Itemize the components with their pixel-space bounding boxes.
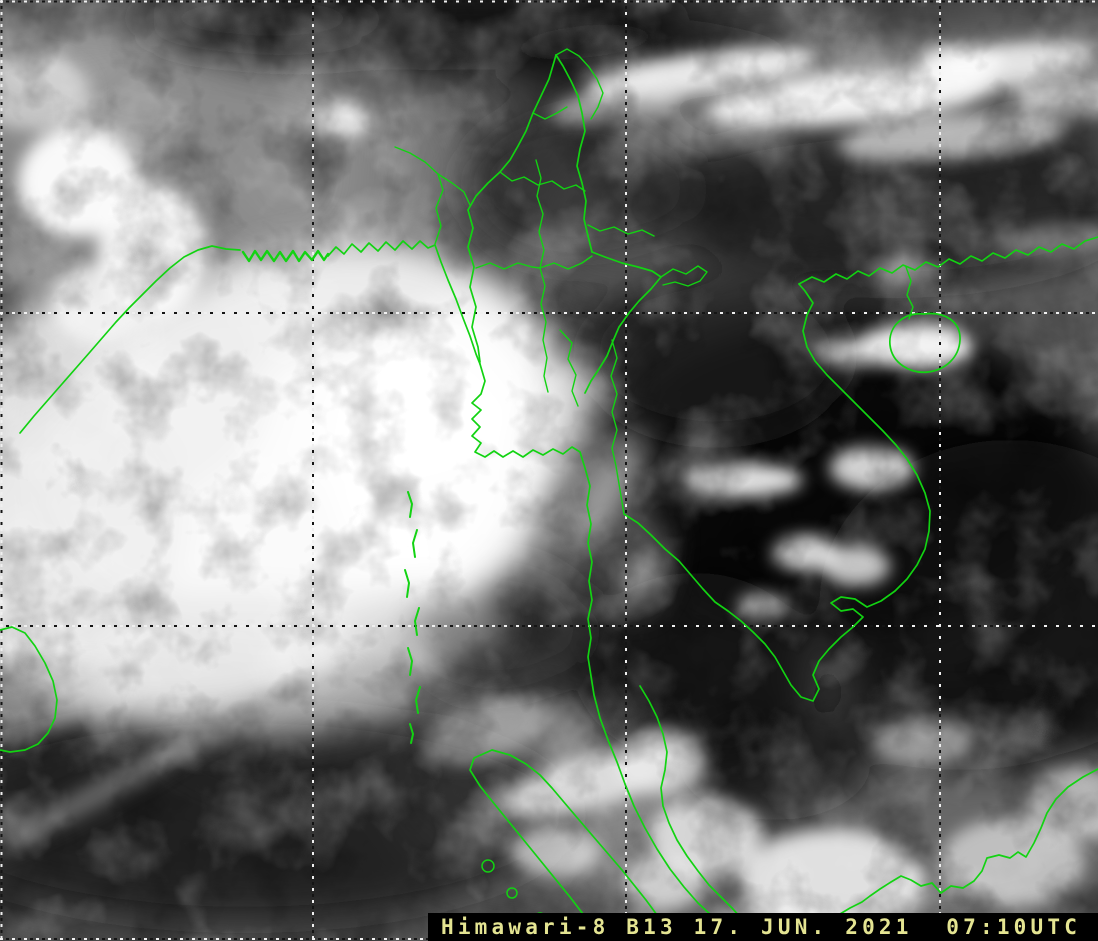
coastline-sri-lanka [0,626,58,753]
border-myanmar-northeast [555,54,593,253]
coastline-malay-peninsula-east [639,685,748,928]
coastline-sundarbans-delta [241,249,330,263]
coastline-india-east [19,245,241,434]
borders-myanmar-internal [475,48,655,407]
caption-bar: Himawari-8 B13 17. JUN. 2021 07:10UTC [428,913,1098,941]
border-myanmar-west [467,209,481,363]
borders-bangladesh-ne-india [394,146,471,245]
caption-text: Himawari-8 B13 17. JUN. 2021 07:10UTC [441,914,1082,939]
border-myanmar-northwest [467,54,557,211]
coastline-bangladesh [327,240,481,365]
border-laos-wedge [660,265,708,287]
coastline-leizhou-peninsula [905,266,914,320]
coastline-myanmar-rakhine-irrawaddy-tenasserim [471,363,738,935]
coastline-south-china [798,236,1098,285]
coastline-sumatra [469,749,672,941]
coastline-gulf-of-thailand-vietnam [623,283,931,702]
map-overlay [0,48,1098,941]
border-myanmar-east-bulge [584,251,662,394]
border-myanmar-thailand [610,339,625,515]
coastline-borneo-west [839,768,1098,915]
coastline-hainan-island [889,312,961,374]
islands-andaman-nicobar [404,491,421,744]
